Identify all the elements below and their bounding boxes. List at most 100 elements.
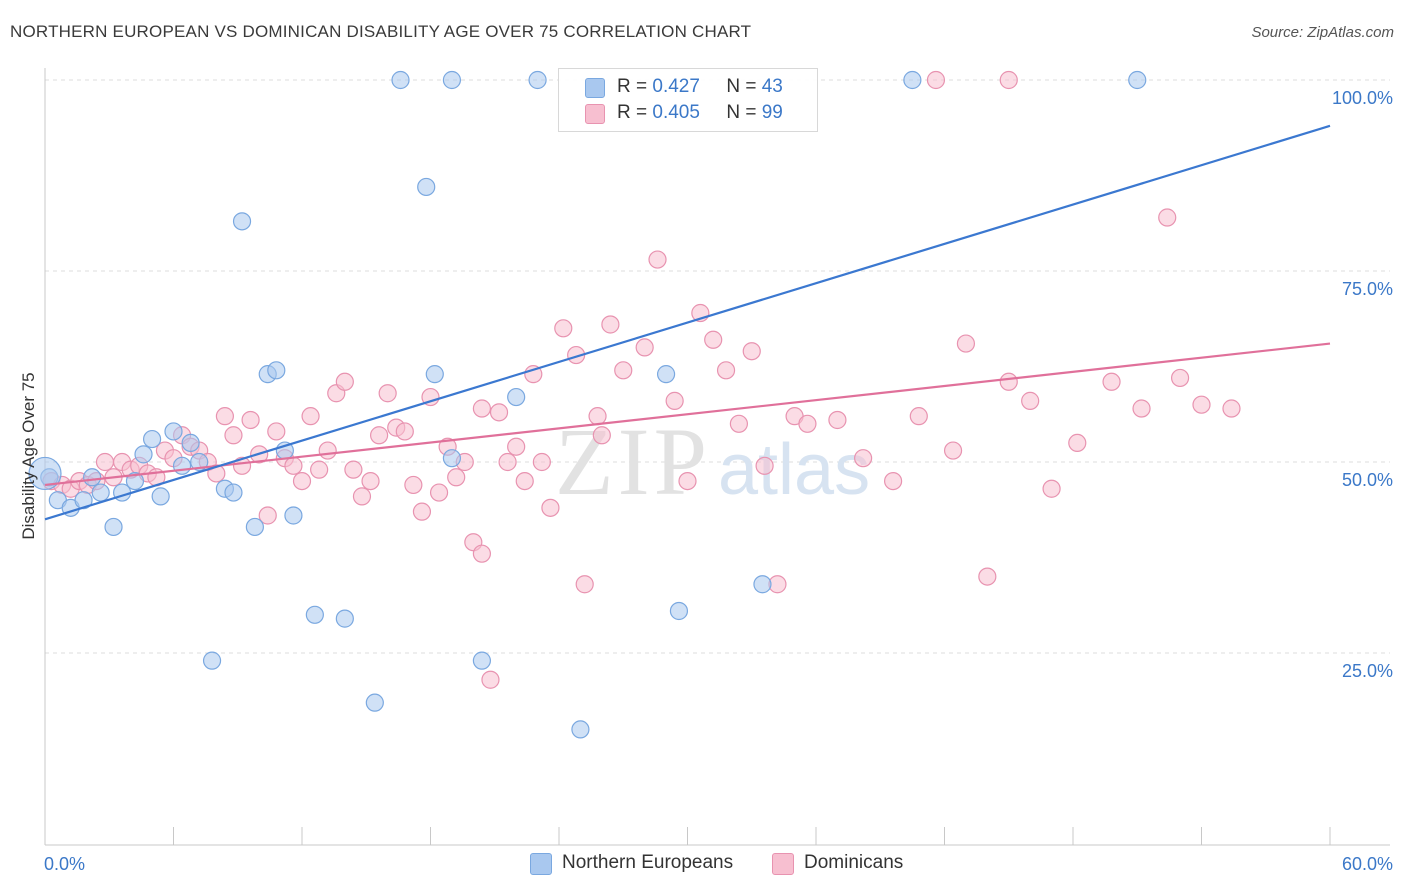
dom-point-91 — [1102, 372, 1121, 391]
dom-point-26 — [267, 422, 286, 441]
ne-point-15 — [190, 452, 209, 472]
bottom-legend-label-pink: Dominicans — [804, 852, 904, 873]
dom-point-58 — [541, 498, 560, 517]
dom-point-70 — [704, 330, 723, 349]
dominicans-points — [42, 70, 1241, 689]
ne-point-36 — [571, 720, 590, 739]
ne-point-10 — [142, 429, 162, 449]
dom-point-43 — [412, 502, 432, 521]
dom-point-85 — [978, 567, 997, 586]
ne-point-37 — [656, 365, 676, 384]
dom-point-71 — [716, 361, 736, 380]
dom-point-64 — [614, 361, 633, 380]
dom-point-62 — [588, 407, 607, 426]
dom-point-25 — [258, 506, 277, 525]
dom-point-66 — [648, 250, 667, 269]
dom-point-84 — [956, 334, 976, 353]
legend-swatch-blue — [585, 78, 605, 98]
ne-point-13 — [172, 456, 192, 475]
dominicans-trend-line — [44, 342, 1331, 487]
legend-swatch-pink — [585, 104, 605, 124]
dom-point-55 — [515, 472, 534, 491]
dom-point-86 — [999, 70, 1018, 90]
dom-point-30 — [301, 407, 320, 426]
dom-point-65 — [635, 338, 654, 357]
dom-point-50 — [472, 399, 491, 418]
dom-point-53 — [498, 452, 517, 472]
legend-r-label: R = — [617, 102, 648, 123]
bottom-legend-label-blue: Northern Europeans — [562, 852, 734, 873]
ne-point-32 — [442, 449, 462, 468]
ne-point-35 — [528, 70, 547, 90]
dom-point-81 — [909, 407, 928, 426]
ne-point-11 — [151, 487, 170, 506]
ne-point-24 — [284, 506, 303, 525]
y-tick-label-75: 75.0% — [1342, 279, 1393, 299]
dom-point-74 — [755, 456, 774, 475]
x-tick-label-60: 60.0% — [1342, 854, 1393, 874]
dom-point-31 — [310, 460, 329, 479]
ne-point-5 — [91, 483, 110, 502]
watermark-zip: ZIP — [555, 408, 711, 515]
dom-point-83 — [943, 441, 963, 460]
legend-r-value-pink: 0.405 — [652, 102, 700, 123]
y-tick-label-25: 25.0% — [1342, 661, 1393, 681]
dom-point-59 — [554, 319, 573, 338]
trend-lines — [44, 124, 1331, 521]
dom-point-97 — [472, 544, 491, 563]
dom-point-47 — [447, 468, 466, 487]
dom-point-67 — [665, 391, 684, 410]
y-axis-label: Disability Age Over 75 — [19, 372, 38, 539]
dom-point-79 — [854, 449, 873, 468]
ne-point-29 — [417, 177, 436, 197]
watermark: ZIP atlas — [555, 408, 870, 515]
source-label: Source: ZipAtlas.com — [1251, 24, 1394, 41]
dom-point-32 — [318, 441, 337, 460]
dom-point-63 — [601, 315, 620, 334]
dom-point-90 — [1068, 433, 1087, 452]
x-tick-label-0: 0.0% — [44, 854, 85, 874]
legend-n-value-blue: 43 — [761, 76, 783, 97]
dom-point-21 — [224, 426, 243, 445]
dom-point-29 — [292, 472, 312, 491]
dom-point-20 — [215, 407, 234, 426]
ne-point-18 — [224, 483, 243, 502]
ne-point-16 — [202, 651, 222, 670]
dom-point-92 — [1132, 399, 1151, 418]
dom-point-95 — [1192, 395, 1211, 414]
dom-point-44 — [421, 387, 440, 407]
northern-europeans-points — [28, 70, 1147, 739]
ne-point-40 — [903, 70, 922, 90]
ne-point-31 — [442, 70, 462, 90]
ne-point-27 — [365, 693, 384, 712]
northern-europeans-trend-line — [44, 124, 1331, 521]
dom-point-78 — [828, 410, 847, 430]
ne-point-19 — [232, 212, 252, 231]
ne-point-28 — [391, 70, 410, 90]
ne-point-34 — [507, 387, 526, 407]
ne-point-39 — [753, 575, 772, 594]
dom-point-96 — [1222, 399, 1241, 418]
dom-point-61 — [575, 575, 594, 594]
ne-point-33 — [472, 651, 491, 670]
dom-point-80 — [883, 472, 903, 491]
dom-point-45 — [429, 483, 449, 502]
dom-point-42 — [404, 475, 423, 495]
ne-point-8 — [125, 472, 145, 491]
dom-point-72 — [729, 414, 749, 433]
dom-point-23 — [241, 410, 260, 430]
axes — [44, 68, 1390, 846]
dom-point-77 — [798, 414, 817, 433]
dom-point-93 — [1158, 208, 1177, 227]
ne-point-14 — [181, 433, 200, 452]
dom-point-56 — [524, 365, 543, 384]
dom-point-52 — [489, 403, 509, 422]
bottom-legend-swatch-pink — [772, 853, 794, 875]
grid-lines — [45, 79, 1390, 654]
legend-n-value-pink: 99 — [761, 102, 783, 123]
stats-legend: R = 0.427 N = 43 R = 0.405 N = 99 — [558, 68, 818, 132]
ne-point-26 — [335, 609, 354, 628]
bottom-legend-swatch-blue — [530, 853, 552, 875]
dom-point-28 — [284, 456, 303, 475]
